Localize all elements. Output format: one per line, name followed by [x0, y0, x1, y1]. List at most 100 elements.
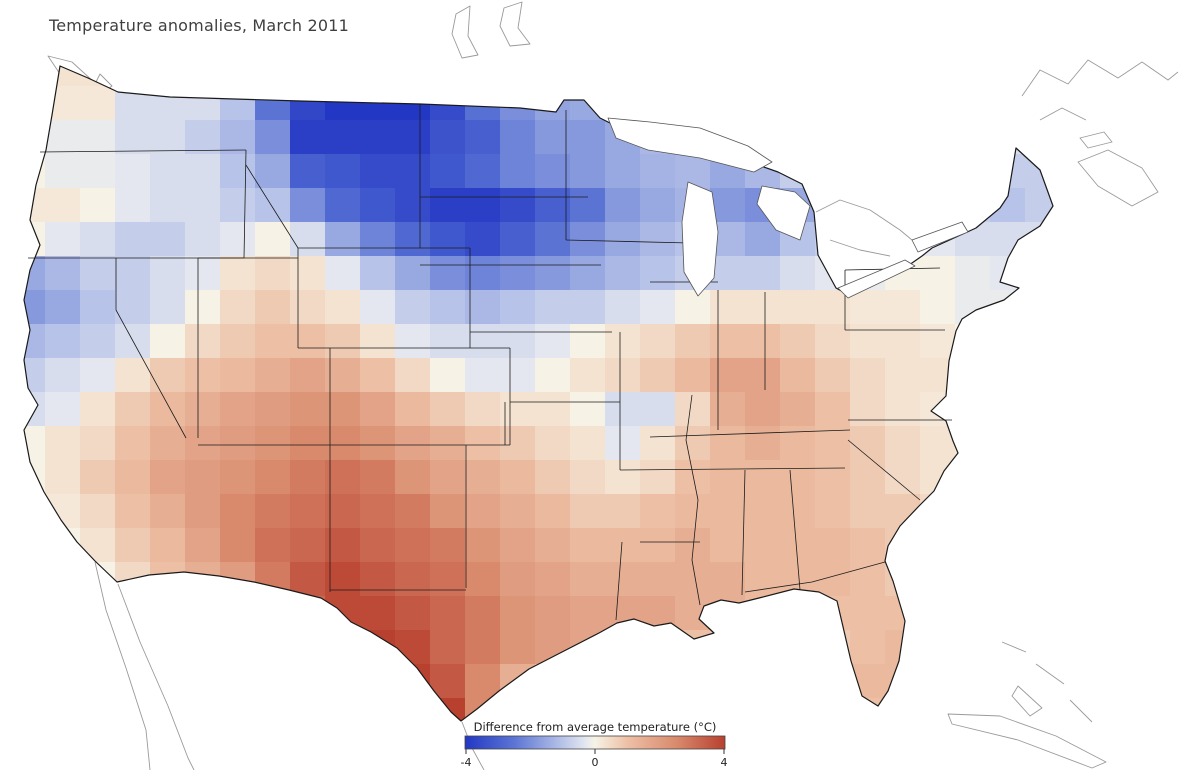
heat-cell	[815, 358, 851, 393]
heat-cell	[990, 120, 1026, 155]
heat-cell	[220, 460, 256, 495]
heat-cell	[710, 630, 746, 665]
heat-cell	[885, 664, 921, 699]
heat-cell	[115, 358, 151, 393]
heat-cell	[255, 460, 291, 495]
heat-cell	[815, 66, 851, 87]
heat-cell	[395, 630, 431, 665]
heat-cell	[955, 494, 991, 529]
heat-cell	[325, 528, 361, 563]
heat-cell	[990, 256, 1026, 291]
heat-cell	[430, 528, 466, 563]
heat-cell	[850, 596, 886, 631]
heat-cell	[570, 392, 606, 427]
heat-cell	[955, 154, 991, 189]
heat-cell	[1060, 52, 1096, 87]
heat-cell	[24, 66, 46, 87]
heat-cell	[360, 494, 396, 529]
heat-cell	[150, 392, 186, 427]
heat-cell	[220, 664, 256, 699]
heat-cell	[885, 188, 921, 223]
heat-cell	[500, 596, 536, 631]
heat-cell	[220, 494, 256, 529]
heat-cell	[430, 596, 466, 631]
heat-cell	[570, 66, 606, 87]
heat-cell	[570, 324, 606, 359]
heat-cell	[605, 154, 641, 189]
heat-cell	[220, 290, 256, 325]
heat-cell	[430, 188, 466, 223]
heat-cell	[255, 154, 291, 189]
heat-cell	[885, 324, 921, 359]
heat-cell	[955, 630, 991, 665]
heat-cell	[605, 358, 641, 393]
heat-cell	[815, 426, 851, 461]
heat-cell	[780, 630, 816, 665]
heat-cell	[465, 86, 501, 121]
heat-cell	[24, 256, 46, 291]
heat-cell	[990, 664, 1026, 699]
heat-cell	[45, 596, 81, 631]
heat-cell	[24, 698, 46, 721]
heat-cell	[850, 460, 886, 495]
heat-cell	[185, 562, 221, 597]
heat-cell	[745, 630, 781, 665]
heat-cell	[745, 290, 781, 325]
heat-cell	[45, 698, 81, 721]
heat-cell	[780, 256, 816, 291]
heat-cell	[1095, 698, 1131, 733]
heat-cell	[290, 596, 326, 631]
heat-cell	[640, 630, 676, 665]
heat-cell	[80, 460, 116, 495]
legend-tick-min: -4	[461, 756, 472, 769]
heat-cell	[745, 358, 781, 393]
legend: Difference from average temperature (°C)…	[461, 720, 728, 769]
heat-cell	[570, 562, 606, 597]
heatmap-grid	[24, 52, 1131, 733]
heat-cell	[115, 528, 151, 563]
heat-cell	[1060, 324, 1096, 359]
heat-cell	[45, 256, 81, 291]
heat-cell	[990, 188, 1026, 223]
heat-cell	[535, 120, 571, 155]
heat-cell	[535, 562, 571, 597]
heat-cell	[290, 392, 326, 427]
heat-cell	[640, 358, 676, 393]
heat-cell	[990, 86, 1026, 121]
heat-cell	[850, 154, 886, 189]
heat-cell	[220, 392, 256, 427]
heat-cell	[850, 120, 886, 155]
heat-cell	[1025, 256, 1053, 291]
heat-cell	[500, 86, 536, 121]
heat-cell	[395, 392, 431, 427]
heat-cell	[24, 86, 46, 121]
heat-cell	[885, 154, 921, 189]
heat-cell	[850, 562, 886, 597]
heat-cell	[185, 188, 221, 223]
heat-cell	[990, 698, 1026, 721]
heat-cell	[1095, 630, 1131, 665]
heat-cell	[290, 528, 326, 563]
heat-cell	[955, 324, 991, 359]
heat-cell	[430, 222, 466, 257]
heat-cell	[255, 664, 291, 699]
heat-cell	[605, 562, 641, 597]
heat-cell	[430, 562, 466, 597]
lake-michigan	[681, 181, 719, 297]
heat-cell	[955, 86, 991, 121]
heat-cell	[360, 698, 396, 721]
heat-cell	[430, 392, 466, 427]
heat-cell	[185, 154, 221, 189]
heat-cell	[500, 120, 536, 155]
page-title: Temperature anomalies, March 2011	[49, 16, 349, 35]
heat-cell	[45, 154, 81, 189]
heat-cell	[45, 392, 81, 427]
heat-cell	[815, 698, 851, 721]
heat-cell	[185, 324, 221, 359]
heat-cell	[675, 528, 711, 563]
heat-cell	[45, 120, 81, 155]
heat-cell	[885, 562, 921, 597]
heat-cell	[150, 120, 186, 155]
heat-cell	[675, 324, 711, 359]
heat-cell	[465, 562, 501, 597]
